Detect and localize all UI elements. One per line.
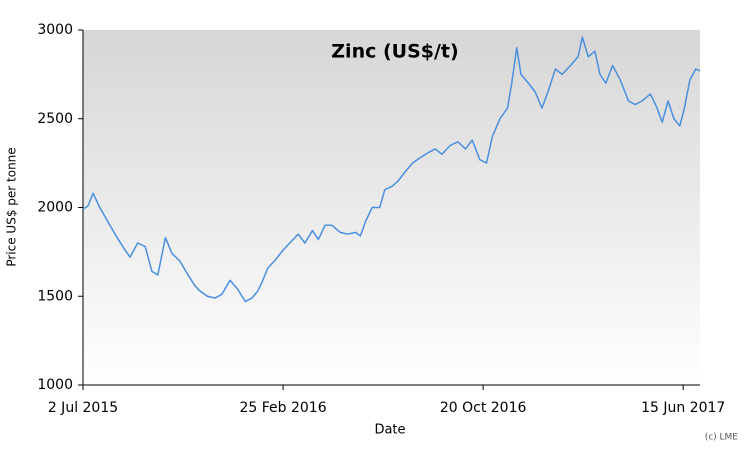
y-tick-label: 1000 — [37, 377, 73, 393]
y-tick-label: 2500 — [37, 111, 73, 127]
y-tick-label: 2000 — [37, 200, 73, 216]
y-tick-label: 3000 — [37, 22, 73, 38]
y-tick-label: 1500 — [37, 288, 73, 304]
price-line — [82, 36, 701, 303]
x-tick-label: 2 Jul 2015 — [48, 400, 118, 416]
x-tick-label: 25 Feb 2016 — [239, 400, 326, 416]
x-tick-label: 15 Jun 2017 — [641, 400, 725, 416]
x-tick-label: 20 Oct 2016 — [440, 400, 527, 416]
y-axis-label: Price US$ per tonne — [5, 147, 19, 266]
credit: (c) LME — [705, 433, 739, 443]
plot-area — [83, 30, 700, 385]
x-axis-label: Date — [374, 423, 405, 438]
chart-title: Zinc (US$/t) — [331, 41, 458, 63]
